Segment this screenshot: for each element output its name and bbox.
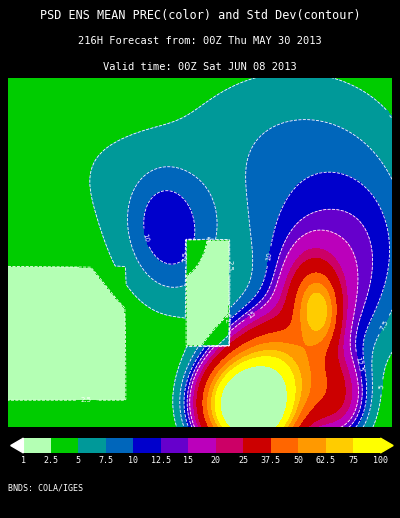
Bar: [243, 438, 270, 453]
Text: 10: 10: [265, 252, 273, 262]
Bar: [353, 438, 380, 453]
Text: 15: 15: [183, 456, 193, 465]
Text: 10: 10: [128, 456, 138, 465]
Polygon shape: [11, 438, 23, 453]
Text: 37.5: 37.5: [260, 456, 280, 465]
Text: 7.5: 7.5: [183, 251, 189, 262]
Polygon shape: [380, 438, 393, 453]
Bar: [270, 438, 298, 453]
Text: 50: 50: [293, 456, 303, 465]
Text: 5: 5: [206, 237, 210, 243]
Text: 12.5: 12.5: [151, 456, 171, 465]
Text: 7.5: 7.5: [226, 312, 233, 323]
Text: 5: 5: [387, 111, 394, 119]
Text: 1: 1: [21, 456, 26, 465]
Text: 216H Forecast from: 00Z Thu MAY 30 2013: 216H Forecast from: 00Z Thu MAY 30 2013: [78, 36, 322, 46]
Text: 2.5: 2.5: [43, 456, 58, 465]
Bar: [298, 438, 326, 453]
Text: 100: 100: [373, 456, 388, 465]
Text: 2.5: 2.5: [226, 261, 232, 271]
Bar: [51, 438, 78, 453]
Text: PSD ENS MEAN PREC(color) and Std Dev(contour): PSD ENS MEAN PREC(color) and Std Dev(con…: [40, 9, 360, 22]
Text: 62.5: 62.5: [316, 456, 336, 465]
Text: BNDS: COLA/IGES: BNDS: COLA/IGES: [8, 484, 83, 493]
Text: 12.5: 12.5: [354, 356, 363, 372]
Bar: [326, 438, 353, 453]
Text: 5: 5: [379, 384, 385, 389]
Bar: [133, 438, 161, 453]
Text: 15: 15: [247, 310, 257, 320]
Bar: [23, 438, 51, 453]
Text: Valid time: 00Z Sat JUN 08 2013: Valid time: 00Z Sat JUN 08 2013: [103, 62, 297, 71]
Bar: [78, 438, 106, 453]
Bar: [106, 438, 133, 453]
Text: 25: 25: [238, 456, 248, 465]
Bar: [216, 438, 243, 453]
Text: 10: 10: [142, 233, 150, 243]
Text: 7.5: 7.5: [379, 319, 390, 331]
Bar: [188, 438, 216, 453]
Text: 20: 20: [211, 456, 221, 465]
Text: 7.5: 7.5: [98, 456, 113, 465]
Text: 5: 5: [76, 456, 81, 465]
Text: 75: 75: [348, 456, 358, 465]
Text: 2.5: 2.5: [81, 397, 92, 403]
Bar: [161, 438, 188, 453]
